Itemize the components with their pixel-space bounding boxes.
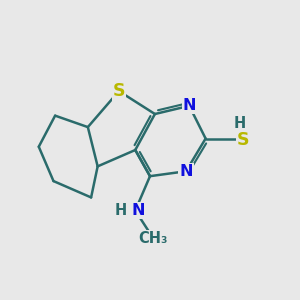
Text: S: S — [237, 131, 250, 149]
Text: H: H — [234, 116, 246, 131]
Text: H: H — [114, 203, 127, 218]
Text: N: N — [179, 164, 193, 179]
Text: N: N — [182, 98, 196, 113]
Text: N: N — [132, 203, 145, 218]
Text: S: S — [113, 82, 125, 100]
Text: CH₃: CH₃ — [139, 231, 168, 246]
